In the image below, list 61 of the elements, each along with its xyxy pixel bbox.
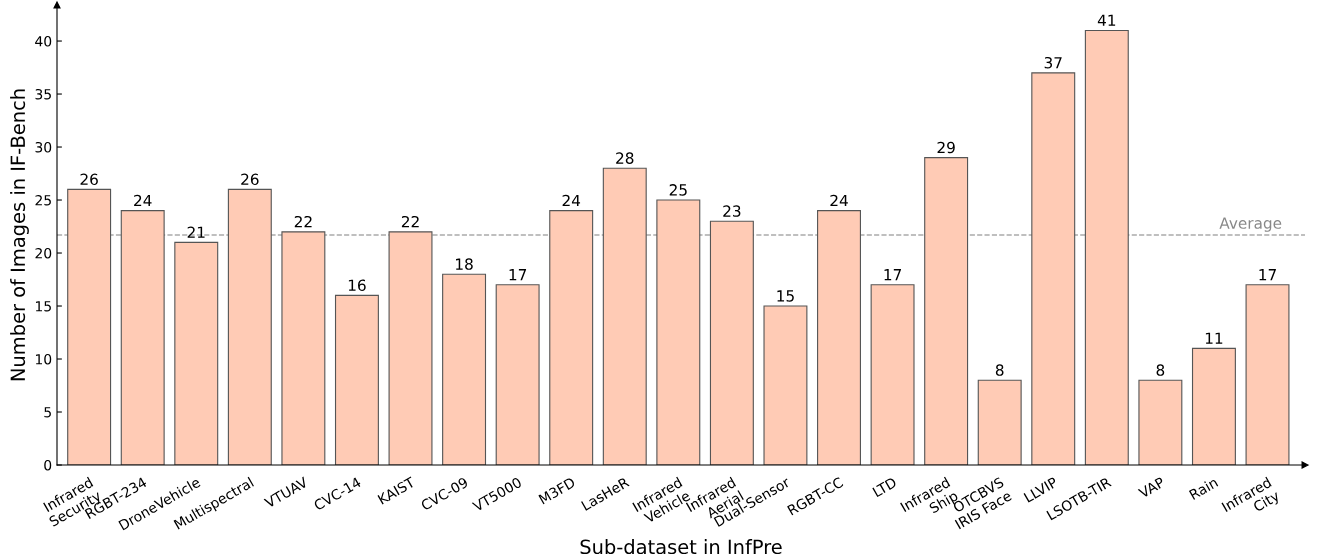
y-tick-label: 20 xyxy=(35,247,52,259)
bar xyxy=(120,210,165,465)
data-label: 8 xyxy=(995,364,1004,376)
data-label: 16 xyxy=(348,279,366,292)
bar xyxy=(817,210,861,465)
data-label: 23 xyxy=(723,205,741,217)
data-label: 22 xyxy=(401,215,419,228)
bar xyxy=(388,231,433,465)
x-tick-label: Rain xyxy=(1188,476,1219,500)
bar xyxy=(67,188,112,465)
data-label: 24 xyxy=(562,194,581,207)
bar xyxy=(977,379,1022,465)
bar xyxy=(1191,347,1236,465)
data-label: 15 xyxy=(777,290,794,302)
bar xyxy=(656,199,701,465)
data-label: 21 xyxy=(187,226,205,238)
x-axis-title: Sub-dataset in InfPre xyxy=(580,539,782,554)
y-tick-label: 35 xyxy=(35,89,51,100)
bar xyxy=(763,305,808,465)
bar xyxy=(1031,72,1076,465)
y-tick-label: 30 xyxy=(35,142,52,153)
y-tick-label: 40 xyxy=(35,36,52,47)
bar xyxy=(1084,29,1129,465)
data-label: 24 xyxy=(134,194,152,207)
data-label: 17 xyxy=(884,269,901,281)
data-label: 24 xyxy=(830,194,848,207)
bar xyxy=(281,231,326,465)
bar xyxy=(709,220,754,465)
data-label: 26 xyxy=(80,173,98,186)
data-label: 17 xyxy=(509,269,527,281)
y-tick-label: 15 xyxy=(35,301,51,312)
y-axis-title: Number of Images in IF-Bench xyxy=(10,89,29,381)
data-label: 41 xyxy=(1097,14,1116,26)
bar xyxy=(334,294,379,465)
data-label: 22 xyxy=(294,215,312,228)
bar xyxy=(549,210,594,465)
data-label: 17 xyxy=(1259,269,1276,281)
data-label: 26 xyxy=(241,173,259,186)
ref-line-label: Average xyxy=(1219,217,1282,232)
bar xyxy=(495,284,540,465)
data-label: 8 xyxy=(1156,364,1165,376)
y-tick-label: 25 xyxy=(35,194,51,206)
bar xyxy=(227,188,272,465)
y-tick-label: 0 xyxy=(44,459,52,471)
x-tick-label: LTD xyxy=(872,476,898,498)
bar xyxy=(174,241,219,465)
data-label: 28 xyxy=(616,152,634,164)
bar xyxy=(602,167,647,465)
data-label: 37 xyxy=(1044,56,1062,69)
y-tick-label: 5 xyxy=(44,407,51,418)
x-tick-label: VAP xyxy=(1137,476,1166,499)
data-label: 18 xyxy=(456,258,473,270)
bar xyxy=(1245,284,1290,465)
bar xyxy=(924,157,969,465)
bar xyxy=(442,273,487,465)
data-label: 11 xyxy=(1205,332,1223,344)
data-label: 29 xyxy=(937,141,955,154)
bar xyxy=(1138,379,1183,465)
data-label: 25 xyxy=(669,184,687,196)
y-tick-label: 10 xyxy=(35,353,52,365)
bar xyxy=(870,284,915,465)
